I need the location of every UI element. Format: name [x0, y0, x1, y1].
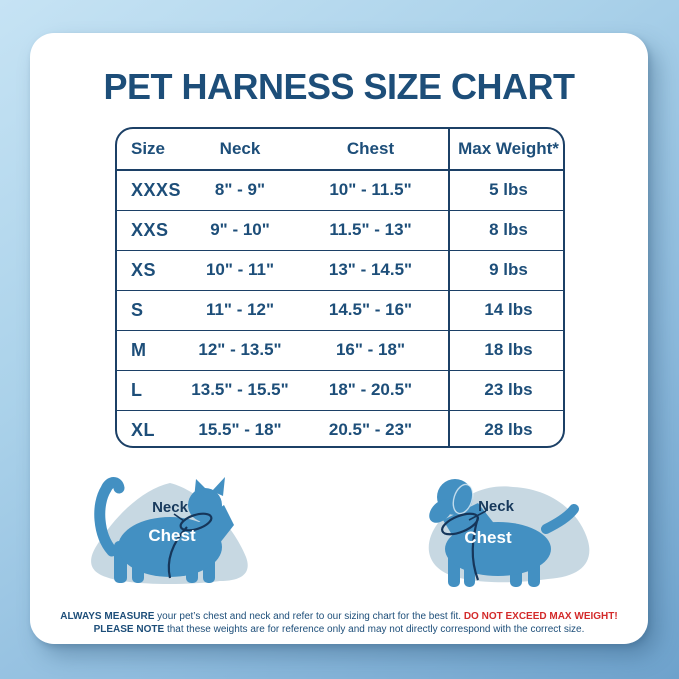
- neck-range: 12" - 13.5": [187, 329, 293, 370]
- column-header-max-weight: Max Weight*: [448, 129, 563, 171]
- disclaimer-line-2-text: that these weights are for reference onl…: [164, 624, 585, 635]
- size-row-l: L 13.5" - 15.5" 18" - 20.5" 23 lbs: [117, 369, 563, 410]
- column-header-neck: Neck: [187, 129, 293, 171]
- size-row-s: S 11" - 12" 14.5" - 16" 14 lbs: [117, 289, 563, 330]
- size-label: XL: [117, 409, 187, 446]
- size-row-m: M 12" - 13.5" 16" - 18" 18 lbs: [117, 329, 563, 370]
- table-header-row: Size Neck Chest Max Weight*: [117, 129, 563, 171]
- size-row-xl: XL 15.5" - 18" 20.5" - 23" 28 lbs: [117, 409, 563, 446]
- dog-harness-lines: [441, 510, 487, 581]
- size-row-xxxs: XXXS 8" - 9" 10" - 11.5" 5 lbs: [117, 170, 563, 210]
- size-label: M: [117, 329, 187, 370]
- size-row-xxs: XXS 9" - 10" 11.5" - 13" 8 lbs: [117, 209, 563, 250]
- disclaimer-line-1: ALWAYS MEASURE your pet’s chest and neck…: [54, 610, 624, 623]
- size-chart-card: PET HARNESS SIZE CHART Size Neck Chest M…: [30, 33, 648, 644]
- size-label: L: [117, 369, 187, 410]
- size-label: S: [117, 289, 187, 330]
- dog-neck-label: Neck: [478, 498, 515, 515]
- max-weight: 5 lbs: [448, 170, 563, 210]
- neck-range: 10" - 11": [187, 249, 293, 290]
- size-label: XXXS: [131, 179, 182, 200]
- size-label: XXS: [117, 209, 187, 250]
- neck-range: 9" - 10": [187, 209, 293, 250]
- max-weight: 8 lbs: [448, 209, 563, 250]
- size-row-xs: XS 10" - 11" 13" - 14.5" 9 lbs: [117, 249, 563, 290]
- chest-range: 20.5" - 23": [293, 409, 449, 446]
- disclaimer-please-note: PLEASE NOTE: [93, 624, 165, 635]
- max-weight: 23 lbs: [448, 369, 563, 410]
- chest-range: 18" - 20.5": [293, 369, 449, 410]
- disclaimer: ALWAYS MEASURE your pet’s chest and neck…: [54, 610, 624, 636]
- cat-illustration: Neck Chest: [91, 477, 248, 585]
- disclaimer-warning: DO NOT EXCEED MAX WEIGHT!: [463, 611, 618, 622]
- cat-neck-label: Neck: [152, 499, 189, 516]
- dog-chest-label: Chest: [464, 528, 512, 547]
- max-weight: 9 lbs: [448, 249, 563, 290]
- chest-range: 13" - 14.5": [293, 249, 449, 290]
- dog-illustration: Neck Chest: [428, 479, 590, 587]
- chest-range: 10" - 11.5": [329, 180, 412, 200]
- size-table: Size Neck Chest Max Weight* XXXS 8" - 9" 1…: [115, 127, 565, 448]
- size-label: XS: [117, 249, 187, 290]
- neck-range: 11" - 12": [187, 289, 293, 330]
- max-weight: 14 lbs: [448, 289, 563, 330]
- neck-range: 13.5" - 15.5": [187, 369, 293, 410]
- chest-range: 16" - 18": [293, 329, 449, 370]
- column-header-size: Size: [117, 129, 187, 171]
- disclaimer-line-1-text: your pet’s chest and neck and refer to o…: [154, 611, 464, 622]
- column-header-chest: Chest: [293, 129, 449, 171]
- chest-range: 14.5" - 16": [293, 289, 449, 330]
- cat-chest-label: Chest: [148, 526, 196, 545]
- neck-range: 15.5" - 18": [187, 409, 293, 446]
- max-weight: 28 lbs: [448, 409, 563, 446]
- disclaimer-line-2: PLEASE NOTE that these weights are for r…: [54, 623, 624, 636]
- cat-harness-lines: [167, 512, 213, 579]
- page-title: PET HARNESS SIZE CHART: [103, 66, 575, 107]
- neck-range: 8" - 9": [214, 180, 266, 200]
- disclaimer-always-measure: ALWAYS MEASURE: [60, 611, 155, 622]
- max-weight: 18 lbs: [448, 329, 563, 370]
- chest-range: 11.5" - 13": [293, 209, 449, 250]
